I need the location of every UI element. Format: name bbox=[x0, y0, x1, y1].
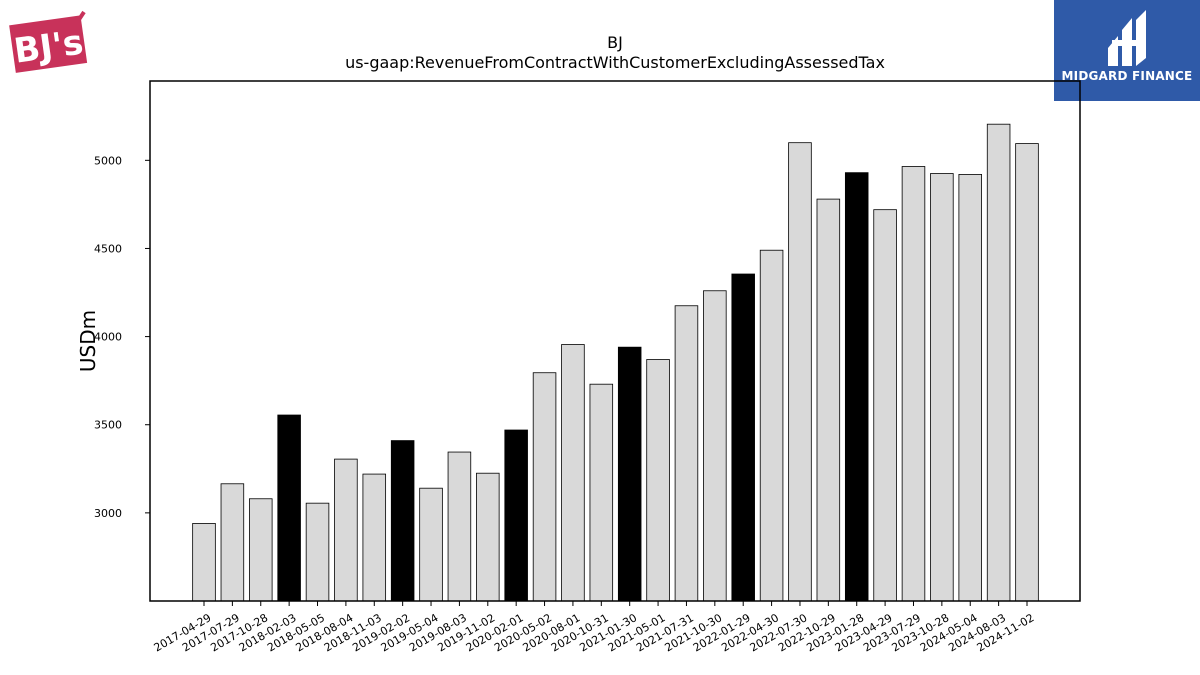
x-ticks-group: 2017-04-292017-07-292017-10-282018-02-03… bbox=[152, 601, 1037, 654]
bar-2023-07-29 bbox=[901, 166, 926, 602]
bar-2018-05-05 bbox=[305, 502, 330, 602]
bar-2024-05-04 bbox=[958, 174, 982, 602]
bar-2017-04-29 bbox=[192, 523, 216, 602]
chart-title: BJ bbox=[607, 33, 623, 52]
midgard-finance-text: MIDGARD FINANCE bbox=[1061, 69, 1193, 83]
y-tick-label: 5000 bbox=[94, 154, 122, 167]
midgard-finance-logo: MIDGARD FINANCE bbox=[1054, 0, 1200, 101]
bar-2019-11-02 bbox=[476, 472, 500, 602]
bar-2024-11-02 bbox=[1015, 143, 1039, 602]
bar-2019-08-03 bbox=[447, 451, 472, 602]
bar-2022-01-29 bbox=[731, 273, 755, 602]
bar-2017-10-28 bbox=[249, 498, 273, 602]
bar-2019-05-04 bbox=[419, 487, 443, 602]
bar-2021-05-01 bbox=[646, 359, 670, 602]
y-ticks-group: 3000 3500 4000 4500 5000 bbox=[94, 154, 150, 520]
bar-2019-02-02 bbox=[390, 440, 415, 602]
bar-2022-04-30 bbox=[759, 249, 784, 602]
checkmark-icon bbox=[64, 10, 86, 34]
bar-2017-07-29 bbox=[220, 483, 245, 602]
bar-2022-07-30 bbox=[788, 142, 812, 602]
bjs-logo: BJ's bbox=[9, 10, 88, 73]
y-axis-label: USDm bbox=[76, 310, 100, 372]
bar-2020-08-01 bbox=[561, 344, 585, 602]
bar-2022-10-29 bbox=[816, 198, 841, 602]
bars-group bbox=[192, 123, 1039, 602]
bar-2018-08-04 bbox=[334, 458, 358, 602]
bar-2018-02-03 bbox=[277, 414, 301, 602]
y-tick-label: 4500 bbox=[94, 242, 122, 255]
bar-2023-04-29 bbox=[873, 209, 897, 602]
bar-2020-05-02 bbox=[532, 372, 557, 602]
bar-2021-01-30 bbox=[617, 346, 642, 602]
bar-2021-10-30 bbox=[703, 290, 727, 602]
bar-2020-02-01 bbox=[504, 429, 528, 602]
chart-subtitle: us-gaap:RevenueFromContractWithCustomerE… bbox=[345, 53, 885, 72]
y-tick-label: 3000 bbox=[94, 507, 122, 520]
bar-2024-08-03 bbox=[986, 123, 1011, 602]
y-tick-label: 4000 bbox=[94, 331, 122, 344]
bar-2021-07-31 bbox=[674, 305, 699, 602]
bar-2023-01-28 bbox=[844, 172, 869, 602]
bar-2018-11-03 bbox=[362, 473, 387, 602]
plot-frame bbox=[149, 80, 1081, 602]
y-tick-label: 3500 bbox=[94, 419, 122, 432]
midgard-mark-icon bbox=[1108, 10, 1146, 66]
bar-2020-10-31 bbox=[589, 383, 614, 602]
bar-2023-10-28 bbox=[930, 173, 954, 602]
